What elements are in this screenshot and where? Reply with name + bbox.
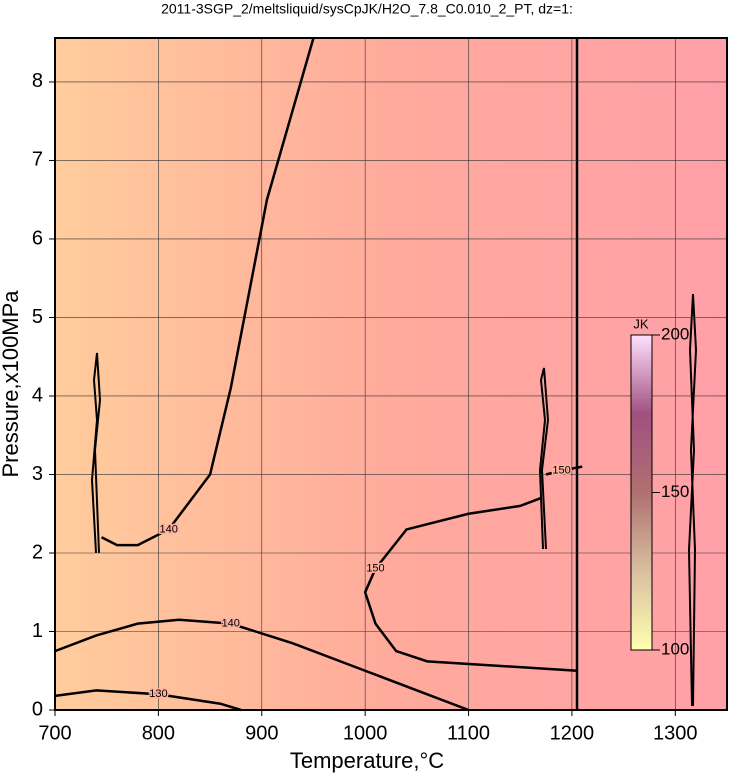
y-tick-label: 6 bbox=[32, 227, 43, 249]
colorbar-label: JK bbox=[633, 316, 649, 331]
y-tick-label: 2 bbox=[32, 541, 43, 563]
chart-title: 2011-3SGP_2/meltsliquid/sysCpJK/H2O_7.8_… bbox=[161, 1, 573, 17]
contour-spike bbox=[687, 293, 698, 707]
contour-line bbox=[545, 465, 583, 476]
contour-line bbox=[363, 496, 578, 672]
colorbar-tick-label: 150 bbox=[661, 482, 689, 501]
contour-spike bbox=[538, 367, 550, 550]
contour-line bbox=[100, 37, 315, 547]
contour-spike bbox=[90, 352, 102, 554]
y-tick-label: 8 bbox=[32, 70, 43, 92]
x-tick-label: 900 bbox=[245, 722, 278, 744]
contour-label: 150 bbox=[552, 464, 570, 476]
x-tick-label: 700 bbox=[38, 722, 71, 744]
contour-line bbox=[54, 689, 242, 712]
contour-label: 150 bbox=[366, 563, 384, 575]
plot-background bbox=[55, 38, 727, 710]
y-tick-label: 1 bbox=[32, 620, 43, 642]
x-tick-label: 1300 bbox=[653, 722, 698, 744]
colorbar-tick-label: 200 bbox=[661, 324, 689, 343]
y-axis-label: Pressure,x100MPa bbox=[0, 290, 23, 478]
x-tick-label: 1000 bbox=[343, 722, 388, 744]
x-tick-label: 800 bbox=[142, 722, 175, 744]
contour-label: 130 bbox=[149, 688, 167, 700]
colorbar-tick-label: 100 bbox=[661, 639, 689, 658]
x-axis-label: Temperature,°C bbox=[290, 748, 444, 773]
contour-line bbox=[54, 618, 469, 712]
y-tick-label: 7 bbox=[32, 149, 43, 171]
plot-frame bbox=[54, 37, 728, 711]
y-tick-label: 0 bbox=[32, 698, 43, 720]
y-tick-label: 3 bbox=[32, 463, 43, 485]
contour-label: 140 bbox=[222, 618, 240, 630]
y-tick-label: 4 bbox=[32, 384, 43, 406]
x-tick-label: 1200 bbox=[550, 722, 595, 744]
x-tick-label: 1100 bbox=[447, 722, 490, 744]
y-tick-label: 5 bbox=[32, 306, 43, 328]
contour-label: 140 bbox=[160, 523, 178, 535]
colorbar bbox=[630, 334, 653, 651]
